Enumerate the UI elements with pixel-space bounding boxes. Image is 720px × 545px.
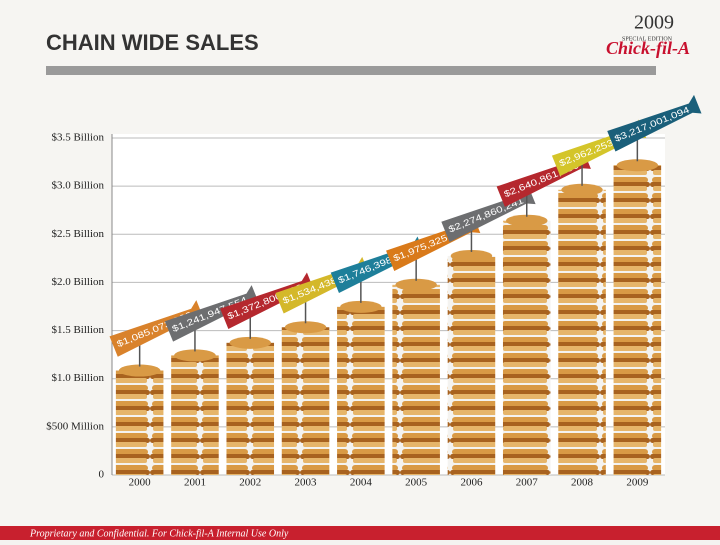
bar (337, 306, 385, 475)
top-bun (118, 364, 161, 377)
x-tick-label: 2004 (350, 477, 373, 489)
x-tick-label: 2003 (295, 477, 318, 489)
top-bun (450, 249, 493, 262)
top-bun (174, 349, 216, 362)
title-rule (46, 66, 656, 75)
y-tick-label: $2.0 Billion (51, 276, 104, 288)
flag-shape (164, 285, 260, 342)
x-tick-label: 2002 (239, 477, 261, 489)
footer-band (0, 526, 720, 540)
x-tick-label: 2005 (405, 477, 428, 489)
logo-year: 2009 (634, 12, 674, 34)
top-bun (616, 159, 659, 172)
bar (115, 370, 164, 475)
page-title: CHAIN WIDE SALES (46, 30, 259, 55)
y-tick-label: 0 (99, 469, 105, 481)
bar (171, 355, 219, 475)
x-tick-label: 2008 (571, 477, 594, 489)
bar (392, 284, 440, 475)
bar (558, 189, 606, 475)
x-tick-label: 2006 (460, 477, 483, 489)
top-bun (395, 278, 437, 291)
x-tick-label: 2000 (129, 477, 152, 489)
bar (281, 327, 330, 475)
flag-shape (109, 300, 204, 357)
bar (447, 255, 496, 475)
top-bun (561, 183, 603, 196)
x-tick-label: 2009 (626, 477, 649, 489)
y-tick-label: $2.5 Billion (51, 228, 104, 240)
bar (613, 165, 662, 475)
y-tick-label: $1.0 Billion (51, 372, 104, 384)
x-tick-label: 2007 (516, 477, 539, 489)
top-bun (505, 214, 548, 227)
y-tick-label: $500 Million (46, 420, 104, 432)
y-tick-label: $3.0 Billion (51, 180, 104, 192)
y-tick-label: $3.5 Billion (51, 132, 104, 144)
flag-shape (607, 94, 702, 152)
top-bun (284, 321, 327, 334)
bar (502, 220, 551, 475)
logo-brand: Chick-fil-A (606, 38, 690, 58)
flag-shape (220, 272, 315, 330)
y-tick-label: $1.5 Billion (51, 324, 104, 336)
top-bun (229, 336, 272, 349)
bar (226, 342, 275, 475)
top-bun (340, 300, 382, 313)
x-tick-label: 2001 (184, 477, 206, 489)
logo-edition: SPECIAL EDITION (622, 36, 673, 42)
footer-text: Proprietary and Confidential. For Chick-… (29, 528, 289, 539)
